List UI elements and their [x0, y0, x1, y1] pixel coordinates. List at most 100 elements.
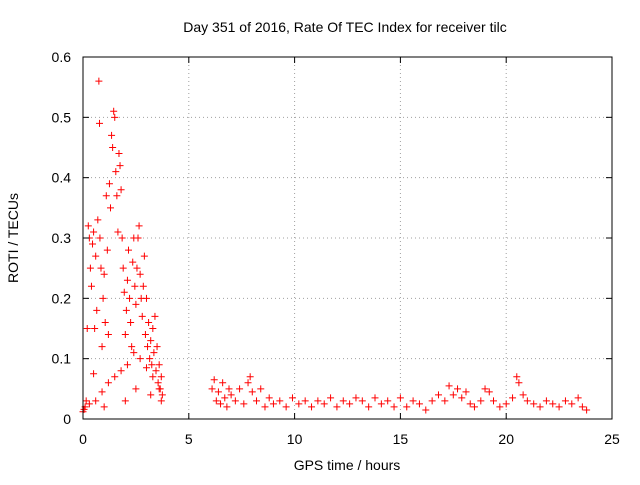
data-point: [214, 388, 222, 396]
data-point: [139, 282, 147, 290]
data-point: [485, 388, 493, 396]
data-point: [153, 343, 161, 351]
data-point: [225, 385, 233, 393]
data-point: [92, 397, 100, 405]
data-point: [152, 367, 160, 375]
data-point: [126, 294, 134, 302]
data-point: [236, 385, 244, 393]
data-point: [462, 388, 470, 396]
data-point: [110, 107, 118, 115]
data-point: [89, 240, 97, 248]
data-point: [96, 234, 104, 242]
data-point: [212, 397, 220, 405]
data-point: [105, 180, 113, 188]
data-points: [79, 77, 591, 416]
x-tick-label: 5: [185, 431, 193, 447]
data-point: [85, 400, 93, 408]
data-point: [150, 349, 158, 357]
data-point: [134, 234, 142, 242]
x-tick-label: 20: [498, 431, 514, 447]
axis-tick-labels: 0 5 10 15 20 25 0 0.1 0.2 0.3 0.4 0.5 0.6: [52, 49, 620, 447]
data-point: [454, 385, 462, 393]
data-point: [98, 343, 106, 351]
data-point: [84, 222, 92, 230]
data-point: [403, 403, 411, 411]
data-point: [265, 394, 273, 402]
data-point: [90, 228, 98, 236]
data-point: [128, 343, 136, 351]
x-tick-label: 25: [604, 431, 620, 447]
data-point: [221, 394, 229, 402]
data-point: [314, 397, 322, 405]
data-point: [124, 246, 132, 254]
data-point: [122, 306, 130, 314]
data-point: [151, 312, 159, 320]
data-point: [513, 373, 521, 381]
data-point: [358, 397, 366, 405]
data-point: [96, 119, 104, 127]
data-point: [301, 397, 309, 405]
data-point: [231, 397, 239, 405]
data-point: [90, 370, 98, 378]
data-point: [114, 228, 122, 236]
data-point: [158, 391, 166, 399]
data-point: [131, 282, 139, 290]
data-point: [261, 403, 269, 411]
data-point: [132, 385, 140, 393]
data-point: [269, 400, 277, 408]
axis-ticks: [82, 56, 613, 420]
data-point: [144, 343, 152, 351]
data-point: [352, 394, 360, 402]
data-point: [136, 270, 144, 278]
data-point: [99, 294, 107, 302]
data-point: [542, 397, 550, 405]
data-point: [339, 397, 347, 405]
data-point: [107, 204, 115, 212]
data-point: [93, 306, 101, 314]
data-point: [86, 264, 94, 272]
data-point: [147, 391, 155, 399]
data-point: [308, 403, 316, 411]
data-point: [377, 400, 385, 408]
x-axis-label: GPS time / hours: [294, 457, 401, 473]
data-point: [244, 379, 252, 387]
data-point: [282, 403, 290, 411]
data-point: [519, 391, 527, 399]
data-point: [112, 168, 120, 176]
data-point: [481, 385, 489, 393]
data-point: [578, 403, 586, 411]
data-point: [509, 394, 517, 402]
data-point: [121, 397, 129, 405]
data-point: [130, 349, 138, 357]
data-point: [121, 331, 129, 339]
data-point: [568, 400, 576, 408]
data-point: [115, 150, 123, 158]
data-point: [142, 294, 150, 302]
data-point: [111, 113, 119, 121]
data-point: [434, 391, 442, 399]
data-point: [210, 376, 218, 384]
data-point: [240, 400, 248, 408]
data-point: [248, 388, 256, 396]
y-tick-label: 0.1: [52, 351, 72, 367]
data-point: [470, 403, 478, 411]
data-point: [113, 192, 121, 200]
data-point: [458, 394, 466, 402]
data-point: [466, 400, 474, 408]
data-point: [390, 403, 398, 411]
data-point: [523, 397, 531, 405]
data-point: [83, 325, 91, 332]
data-point: [119, 264, 127, 272]
data-point: [146, 355, 154, 363]
data-point: [147, 337, 155, 345]
data-point: [490, 397, 498, 405]
chart-title: Day 351 of 2016, Rate Of TEC Index for r…: [183, 19, 506, 35]
data-point: [117, 186, 125, 194]
data-point: [127, 318, 135, 326]
data-point: [120, 288, 128, 296]
data-point: [219, 379, 227, 387]
data-point: [142, 364, 150, 372]
data-point: [95, 77, 103, 85]
